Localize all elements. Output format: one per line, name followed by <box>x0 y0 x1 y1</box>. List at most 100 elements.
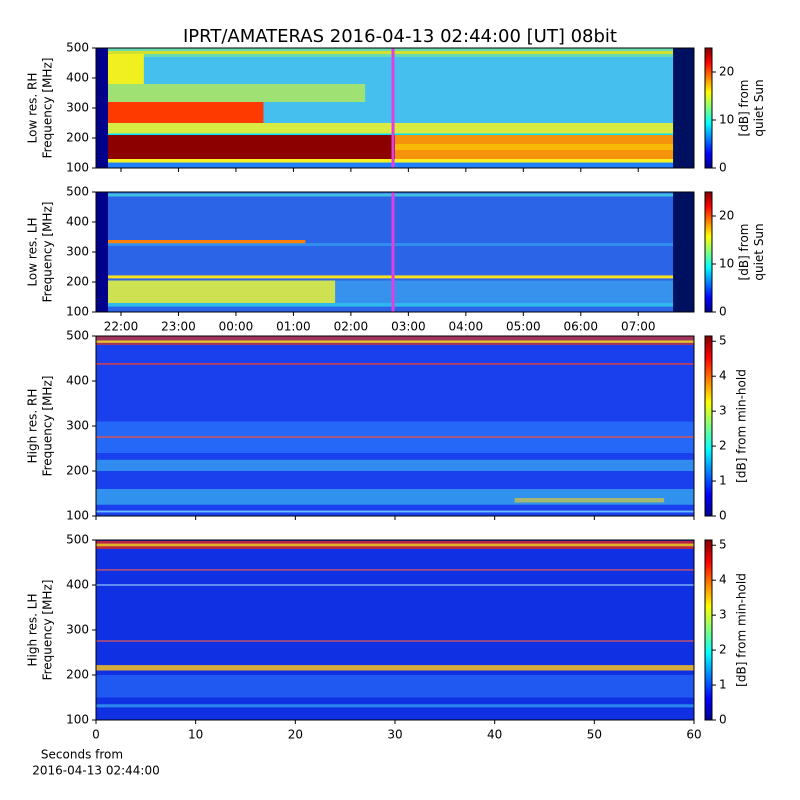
x-tick-label: 50 <box>587 728 602 742</box>
colorbar-tick-label: 10 <box>719 113 734 127</box>
y-tick-label: 100 <box>66 713 89 727</box>
spectrogram-texture <box>96 584 694 586</box>
colorbar-tick-label: 4 <box>719 369 727 383</box>
colorbar-label: quiet Sun <box>752 79 766 136</box>
x-tick-label: 03:00 <box>391 320 426 334</box>
x-tick-label: 07:00 <box>621 320 656 334</box>
spectrogram-texture <box>107 280 336 303</box>
y-axis-label: Frequency [MHz] <box>41 580 55 681</box>
colorbar-label: [dB] from <box>737 80 751 137</box>
spectrogram-texture <box>96 192 108 312</box>
spectrogram-texture <box>96 340 694 343</box>
spectrogram-texture <box>96 275 694 279</box>
y-tick-label: 200 <box>66 668 89 682</box>
y-tick-label: 200 <box>66 464 89 478</box>
spectrogram-texture <box>107 102 264 123</box>
y-tick-label: 300 <box>66 245 89 259</box>
y-tick-label: 400 <box>66 71 89 85</box>
y-tick-label: 300 <box>66 623 89 637</box>
spectrogram-texture <box>96 704 694 708</box>
colorbar <box>704 191 713 313</box>
spectrogram-texture <box>96 459 694 471</box>
x-tick-label: 06:00 <box>563 320 598 334</box>
colorbar-tick-label: 0 <box>719 161 727 175</box>
spectrogram-texture <box>96 665 694 671</box>
colorbar-tick-label: 1 <box>719 474 727 488</box>
y-tick-label: 500 <box>66 41 89 55</box>
colorbar <box>704 47 713 169</box>
colorbar-label: quiet Sun <box>752 223 766 280</box>
x-tick-label: 20 <box>288 728 303 742</box>
colorbar-label: [dB] from min-hold <box>735 369 749 483</box>
y-axis-label: Low res. RH <box>26 73 40 144</box>
spectrogram-texture <box>96 51 694 54</box>
spectrogram-texture <box>96 436 694 438</box>
x-tick-label: 30 <box>387 728 402 742</box>
y-tick-label: 100 <box>66 161 89 175</box>
colorbar-label: [dB] from min-hold <box>735 573 749 687</box>
x-tick-label: 04:00 <box>449 320 484 334</box>
x-tick-label: 22:00 <box>104 320 139 334</box>
colorbar-label: [dB] from <box>737 224 751 281</box>
colorbar-tick-label: 2 <box>719 643 727 657</box>
colorbar-tick-label: 10 <box>719 257 734 271</box>
spectrogram-texture <box>96 243 694 246</box>
y-tick-label: 200 <box>66 275 89 289</box>
spectrogram-texture <box>96 640 694 642</box>
x-tick-label: 02:00 <box>334 320 369 334</box>
x-tick-label: 10 <box>188 728 203 742</box>
y-tick-label: 400 <box>66 374 89 388</box>
spectrogram-texture <box>96 303 694 307</box>
spectrogram-texture <box>96 510 694 513</box>
x-tick-label: 23:00 <box>161 320 196 334</box>
y-tick-label: 200 <box>66 131 89 145</box>
spectrogram-texture <box>335 280 677 303</box>
spectrogram-texture <box>107 54 144 84</box>
colorbar-tick-label: 1 <box>719 678 727 692</box>
y-tick-label: 500 <box>66 533 89 547</box>
spectrogram-texture <box>107 240 306 244</box>
colorbar-tick-label: 2 <box>719 439 727 453</box>
y-axis-label: High res. RH <box>26 389 40 464</box>
x-tick-label: 00:00 <box>219 320 254 334</box>
spectrogram-texture <box>96 543 694 547</box>
y-axis-label: Frequency [MHz] <box>41 202 55 303</box>
colorbar-tick-label: 20 <box>719 65 734 79</box>
spectrogram-texture <box>107 135 396 159</box>
x-tick-label: 60 <box>686 728 701 742</box>
x-axis-label: 2016-04-13 02:44:00 <box>32 764 159 778</box>
spectrogram-texture <box>673 48 694 168</box>
colorbar-tick-label: 0 <box>719 713 727 727</box>
colorbar-tick-label: 0 <box>719 305 727 319</box>
y-axis-label: Low res. LH <box>26 217 40 286</box>
spectrogram-texture <box>96 675 694 698</box>
y-tick-label: 400 <box>66 215 89 229</box>
spectrogram-texture <box>96 133 694 135</box>
x-tick-label: 40 <box>487 728 502 742</box>
spectrogram-texture <box>96 569 694 571</box>
colorbar-tick-label: 3 <box>719 404 727 418</box>
y-axis-label: Frequency [MHz] <box>41 58 55 159</box>
y-tick-label: 500 <box>66 185 89 199</box>
spectrogram-texture <box>96 193 694 197</box>
panel: 100 200 300 400 500 High res. RH Frequency [MH… <box>26 329 749 523</box>
figure-title: IPRT/AMATERAS 2016-04-13 02:44:00 [UT] 0… <box>183 26 617 47</box>
colorbar <box>704 539 713 721</box>
spectrogram-texture <box>96 363 694 365</box>
spectrogram-texture <box>395 144 677 150</box>
x-tick-label: 01:00 <box>276 320 311 334</box>
colorbar <box>704 335 713 517</box>
y-tick-label: 100 <box>66 509 89 523</box>
colorbar-tick-label: 4 <box>719 573 727 587</box>
colorbar-tick-label: 5 <box>719 334 727 348</box>
x-tick-label: 05:00 <box>506 320 541 334</box>
spectrogram-texture <box>107 84 366 102</box>
y-tick-label: 300 <box>66 101 89 115</box>
x-tick-label: 0 <box>92 728 100 742</box>
colorbar-tick-label: 3 <box>719 608 727 622</box>
y-tick-label: 500 <box>66 329 89 343</box>
colorbar-tick-label: 20 <box>719 209 734 223</box>
